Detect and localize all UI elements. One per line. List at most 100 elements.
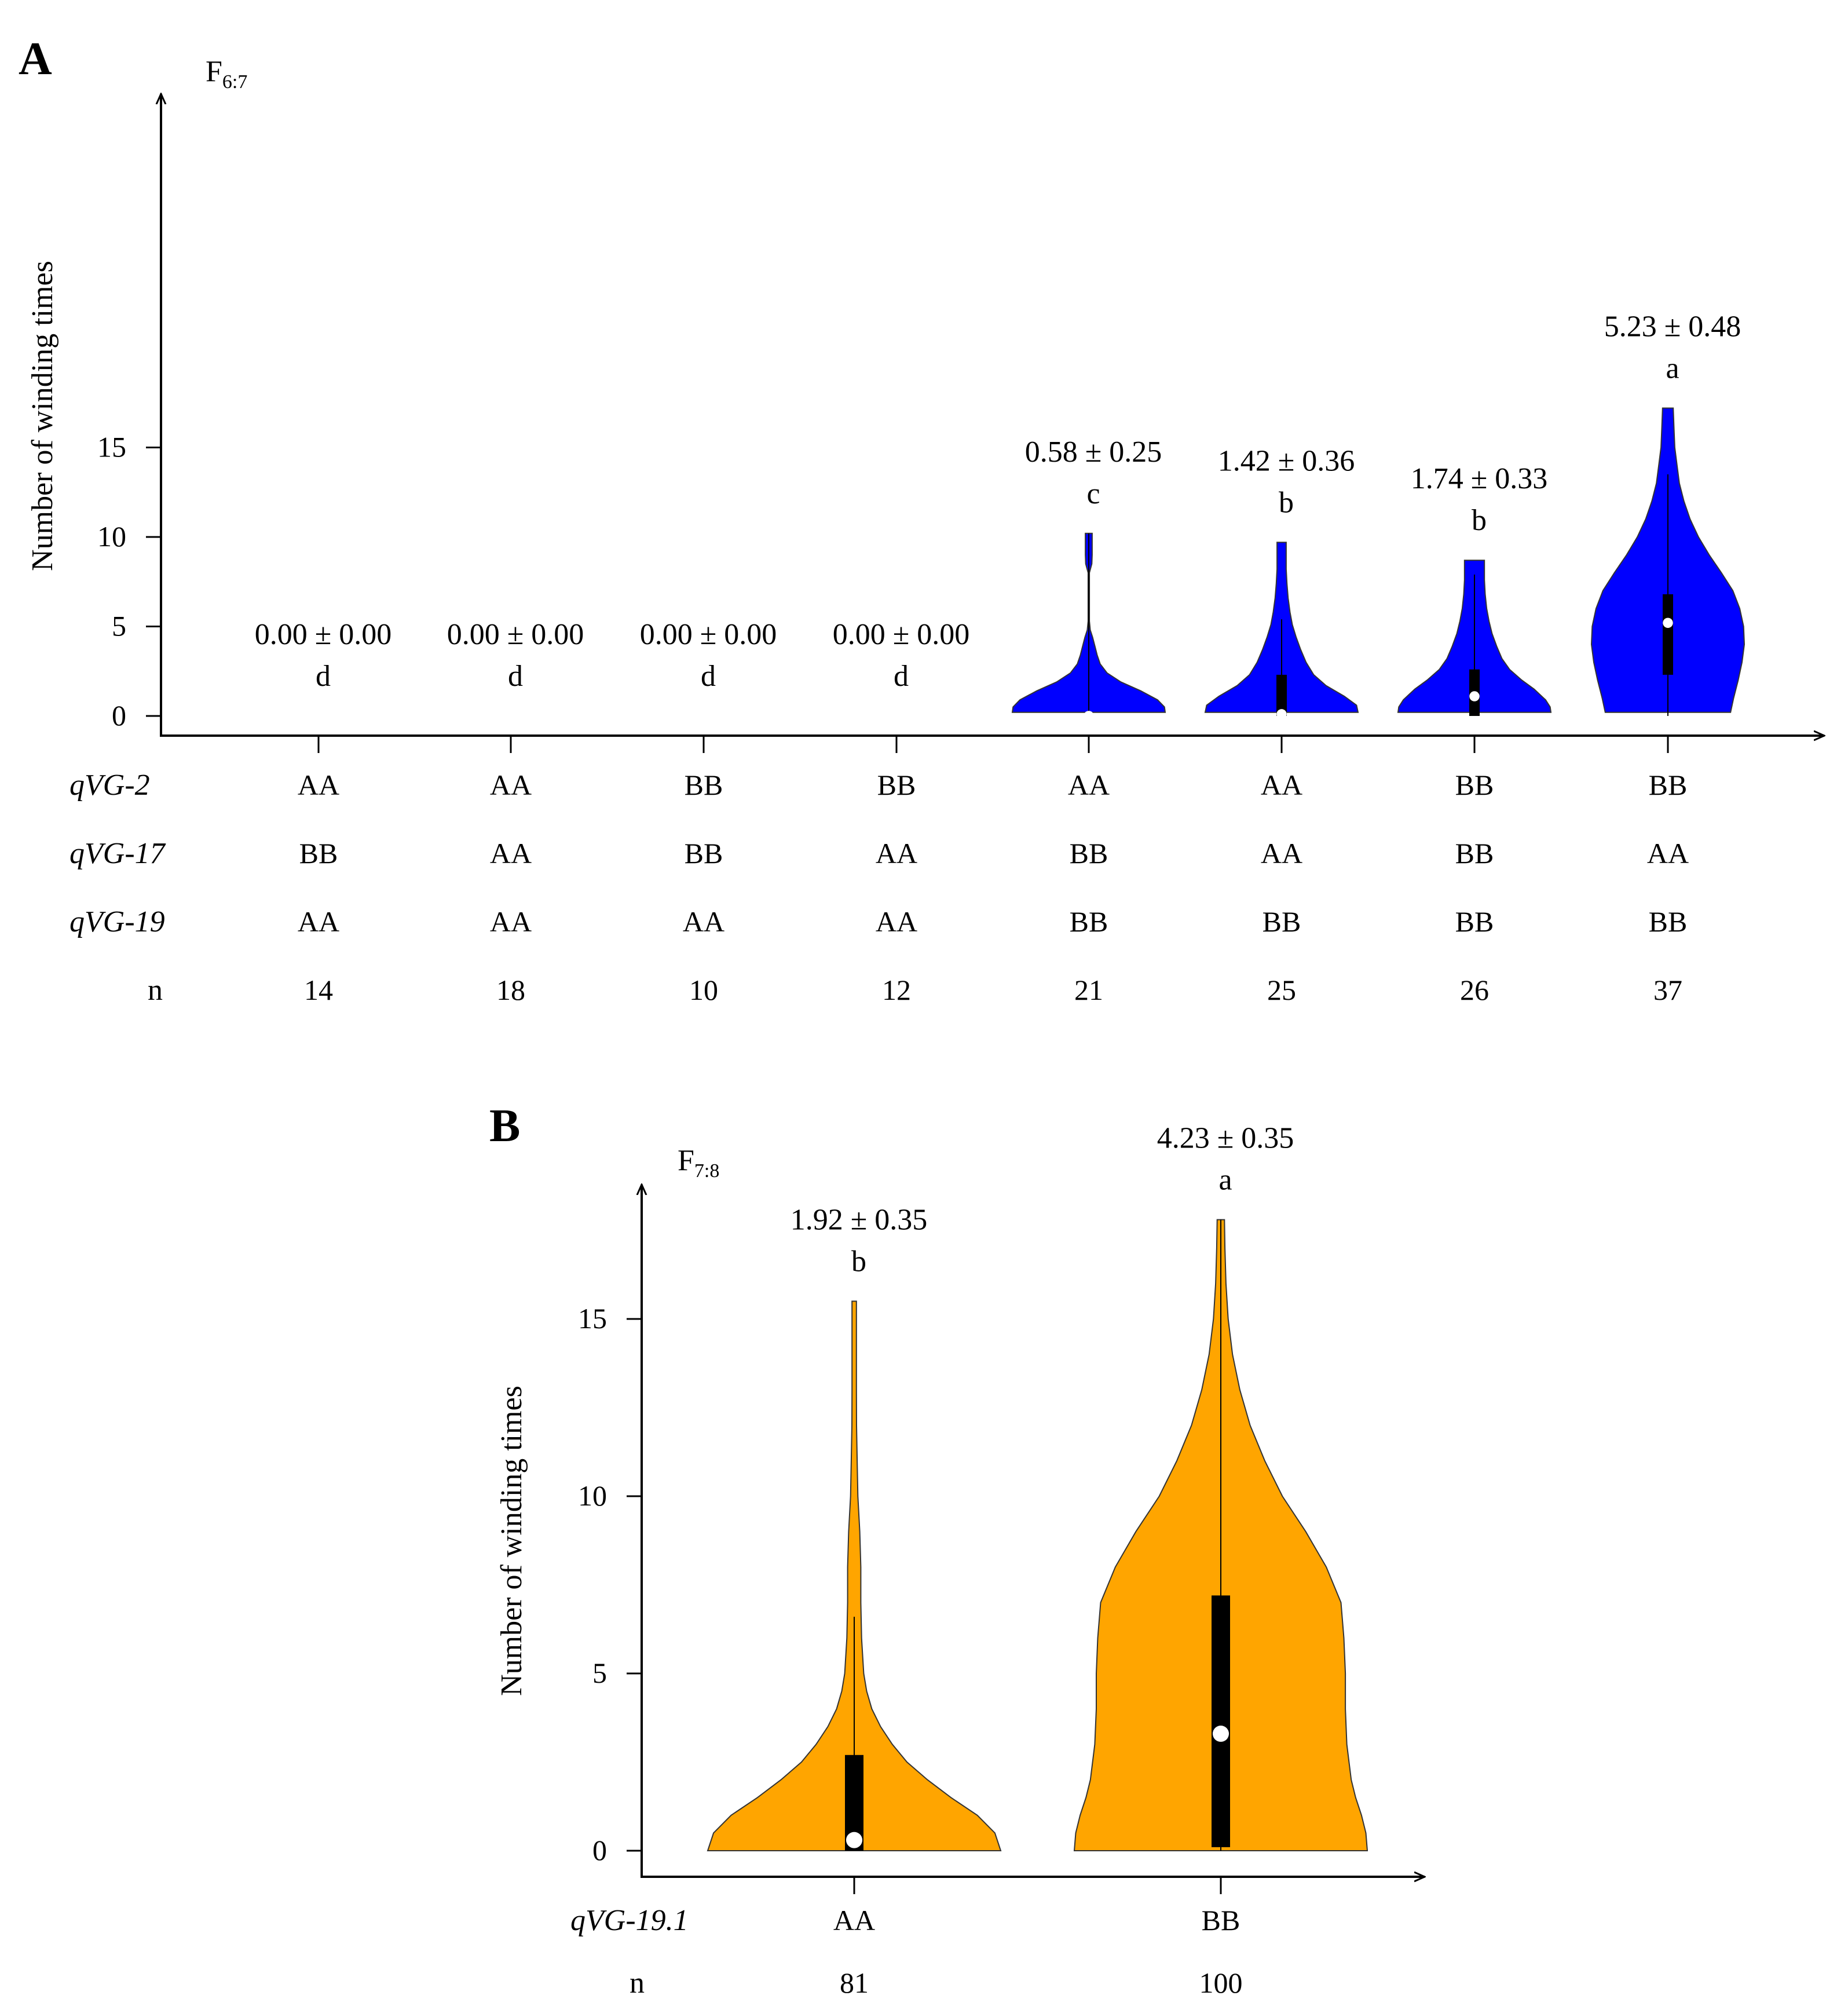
panel-a-cell-n-3: 10 [689,974,718,1006]
panel-a-cell-qvg17-8: AA [1647,837,1689,869]
panel-a-median-dot-7 [1469,691,1480,701]
panel-a-cell-qvg19-7: BB [1455,905,1494,938]
panel-b-median-dot-1 [846,1832,862,1848]
panel-a-median-dot-5 [1084,711,1094,721]
panel-a-cell-qvg2-1: AA [298,769,339,801]
panel-a-cell-qvg2-4: BB [877,769,916,801]
panel-a-mean-label-8: 5.23 ± 0.48 [1604,310,1741,343]
panel-b-x-ticks [853,1877,1222,1894]
panel-a-genotype-table: AA BB AA 14 AA AA AA 18 BB BB AA 10 BB AA AA 12 AA BB BB 21… [298,769,1689,1006]
panel-b-mean-label-1: 1.92 ± 0.35 [791,1203,928,1236]
panel-a-y-tick-label-15: 15 [97,431,126,463]
panel-a-cell-qvg17-3: BB [685,837,723,869]
panel-a-significance-letter-4: d [894,660,909,693]
panel-a-cell-qvg2-6: AA [1261,769,1302,801]
panel-a-generation-label: F6:7 [206,55,247,93]
panel-a-cell-qvg2-2: AA [490,769,532,801]
panel-a-cell-qvg17-5: BB [1070,837,1108,869]
panel-b-cell-n-1: 81 [840,1967,869,1999]
panel-b-cell-qvg191-1: AA [833,1904,875,1936]
panel-a-cell-qvg2-7: BB [1455,769,1494,801]
panel-a-significance-letter-1: d [316,660,331,693]
panel-a-violins [1011,407,1745,721]
panel-a-cell-qvg19-5: BB [1070,905,1108,938]
panel-a-row-headers: qVG-2 qVG-17 qVG-19 n [69,769,166,1007]
panel-a-iqr-box-8 [1663,594,1673,675]
panel-b-cell-qvg191-2: BB [1202,1904,1240,1936]
panel-a-significance-letter-7: b [1472,504,1487,537]
panel-a-cell-qvg19-3: AA [683,905,724,938]
panel-b-row-headers: qVG-19.1 n [570,1904,689,2000]
panel-b-iqr-box-2 [1212,1595,1230,1847]
row-header-n: n [148,974,163,1007]
panel-a-mean-label-3: 0.00 ± 0.00 [640,618,777,651]
panel-b-generation-label: F7:8 [678,1144,719,1182]
panel-b-cell-n-2: 100 [1199,1967,1243,1999]
panel-b-mean-label-2: 4.23 ± 0.35 [1157,1122,1294,1155]
panel-a-cell-n-2: 18 [496,974,525,1006]
panel-a-y-ticks: 0 5 10 15 [97,431,161,732]
panel-a-median-dot-6 [1276,709,1287,719]
panel-a-iqr-box-6 [1276,674,1287,716]
panel-a-y-tick-label-10: 10 [97,520,126,553]
panel-b: B F7:8 Number of winding times 0 5 10 15 1.… [489,1101,1425,2000]
panel-b-y-tick-label-15: 15 [578,1302,607,1335]
panel-a-stat-labels: 0.00 ± 0.00 d 0.00 ± 0.00 d 0.00 ± 0.00 d 0.00… [255,310,1741,693]
panel-a-significance-letter-3: d [701,660,716,693]
row-header-qvg-19-1: qVG-19.1 [570,1904,689,1937]
panel-a-cell-qvg19-1: AA [298,905,339,938]
panel-a-mean-label-2: 0.00 ± 0.00 [447,618,584,651]
panel-b-significance-letter-2: a [1218,1164,1232,1197]
row-header-n-b: n [630,1967,645,2000]
panel-b-genotype-table: AA 81 BB 100 [833,1904,1243,1999]
panel-a-cell-qvg19-4: AA [876,905,917,938]
panel-a-cell-qvg17-4: AA [876,837,917,869]
panel-a-mean-label-5: 0.58 ± 0.25 [1025,436,1162,469]
panel-a-cell-n-6: 25 [1267,974,1296,1006]
panel-b-letter: B [489,1101,520,1152]
panel-a-letter: A [19,34,52,85]
panel-a-median-dot-8 [1663,617,1673,628]
panel-b-y-axis-label: Number of winding times [495,1386,528,1696]
panel-b-violin-1 [707,1300,1002,1851]
row-header-qvg-17: qVG-17 [69,837,166,870]
panel-b-y-tick-label-10: 10 [578,1479,607,1512]
panel-b-violins [707,1219,1368,1851]
panel-a-cell-qvg17-1: BB [299,837,338,869]
panel-a-mean-label-4: 0.00 ± 0.00 [833,618,970,651]
panel-a-cell-qvg19-8: BB [1649,905,1688,938]
panel-a-cell-qvg17-2: AA [490,837,532,869]
row-header-qvg-19: qVG-19 [69,905,165,938]
panel-a-cell-qvg17-7: BB [1455,837,1494,869]
panel-a-mean-label-1: 0.00 ± 0.00 [255,618,392,651]
panel-a-mean-label-7: 1.74 ± 0.33 [1411,462,1548,495]
panel-a-cell-qvg2-5: AA [1068,769,1110,801]
panel-a: A F6:7 Number of winding times 0 5 10 15 0.… [19,34,1824,1007]
panel-a-y-axis-label: Number of winding times [26,261,59,571]
panel-a-significance-letter-8: a [1666,352,1679,385]
panel-a-mean-label-6: 1.42 ± 0.36 [1218,444,1355,477]
panel-a-y-tick-label-0: 0 [112,699,126,732]
row-header-qvg-2: qVG-2 [69,769,150,802]
panel-a-cell-qvg17-6: AA [1261,837,1302,869]
panel-a-cell-qvg2-8: BB [1649,769,1688,801]
panel-b-significance-letter-1: b [851,1245,866,1278]
panel-a-cell-n-8: 37 [1653,974,1682,1006]
panel-a-cell-qvg19-2: AA [490,905,532,938]
panel-a-significance-letter-6: b [1279,486,1294,519]
panel-b-median-dot-2 [1213,1726,1229,1742]
panel-a-cell-n-5: 21 [1074,974,1103,1006]
panel-b-y-tick-label-5: 5 [592,1657,607,1689]
panel-a-significance-letter-2: d [508,660,523,693]
panel-a-cell-n-4: 12 [882,974,911,1006]
panel-a-y-tick-label-5: 5 [112,610,126,642]
panel-b-stat-labels: 1.92 ± 0.35 b 4.23 ± 0.35 a [791,1122,1294,1278]
panel-a-cell-qvg2-3: BB [685,769,723,801]
panel-a-x-ticks [317,736,1669,753]
panel-b-y-tick-label-0: 0 [592,1834,607,1866]
panel-a-cell-qvg19-6: BB [1263,905,1301,938]
panel-a-cell-n-1: 14 [304,974,333,1006]
panel-a-cell-n-7: 26 [1460,974,1489,1006]
panel-b-y-ticks: 0 5 10 15 [578,1302,642,1866]
